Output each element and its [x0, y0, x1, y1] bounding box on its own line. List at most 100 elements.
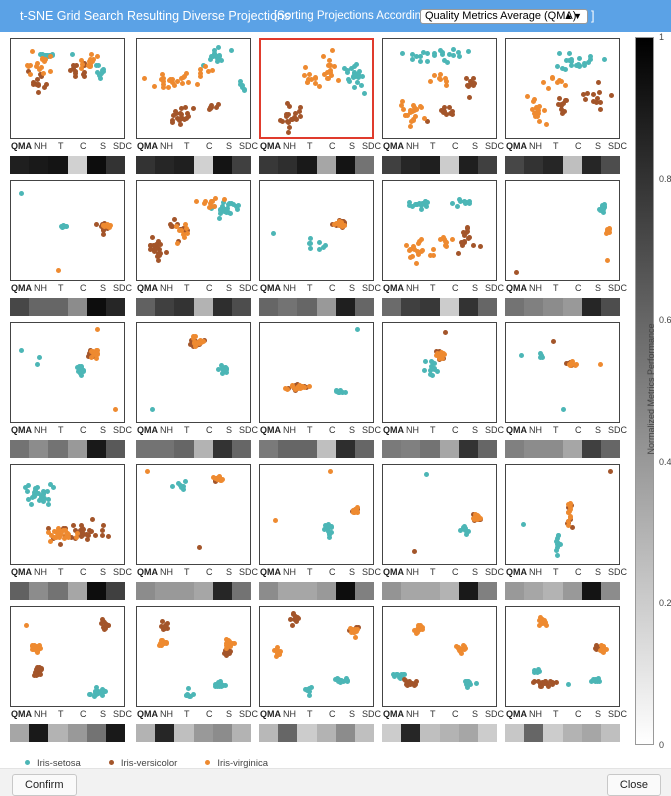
projection-cell[interactable]: QMA NH T C S SDC	[259, 322, 381, 459]
metric-swatches	[136, 582, 252, 600]
projection-scatter-plot[interactable]	[505, 464, 620, 565]
projection-cell[interactable]: QMA NH T C S SDC	[382, 180, 504, 317]
metric-label: S	[100, 283, 107, 293]
data-point	[175, 240, 181, 246]
metric-select[interactable]: Quality Metrics Average (QMA) ▲▼	[420, 9, 588, 24]
data-point	[41, 489, 47, 495]
projection-scatter-plot[interactable]	[10, 464, 125, 565]
data-point	[182, 74, 188, 80]
data-point	[78, 365, 84, 371]
projection-cell[interactable]: QMA NH T C S SDC	[382, 464, 504, 601]
projection-cell[interactable]: QMA NH T C S SDC	[259, 180, 381, 317]
data-point	[428, 367, 434, 373]
metric-label: S	[595, 141, 602, 151]
metric-swatch	[278, 582, 298, 600]
data-point	[219, 365, 225, 371]
projection-scatter-plot[interactable]	[259, 180, 374, 281]
projection-cell[interactable]: QMA NH T C S SDC	[136, 180, 258, 317]
data-point	[546, 684, 552, 690]
data-point	[588, 53, 594, 59]
metric-label: S	[472, 141, 479, 151]
data-point	[432, 361, 438, 367]
metric-swatch	[259, 440, 279, 458]
data-point	[66, 534, 72, 540]
data-point	[563, 58, 569, 64]
projection-scatter-plot[interactable]	[505, 322, 620, 423]
projection-cell[interactable]: QMA NH T C S SDC	[10, 38, 132, 175]
projection-cell[interactable]: QMA NH T C S SDC	[259, 38, 381, 175]
data-point	[440, 235, 446, 241]
close-button[interactable]: Close	[606, 774, 661, 796]
projection-scatter-plot[interactable]	[382, 180, 497, 281]
data-point	[341, 220, 347, 226]
metric-label: S	[349, 283, 356, 293]
projection-scatter-plot[interactable]	[136, 464, 251, 565]
metric-swatch	[29, 440, 49, 458]
data-point	[37, 671, 43, 677]
colorbar-tick: 0	[659, 740, 665, 750]
data-point	[32, 669, 38, 675]
metric-swatch	[477, 440, 498, 458]
projection-scatter-plot[interactable]	[136, 38, 251, 139]
projection-scatter-plot[interactable]	[382, 606, 497, 707]
projection-scatter-plot[interactable]	[259, 38, 374, 139]
projection-cell[interactable]: QMA NH T C S SDC	[136, 606, 258, 743]
projection-scatter-plot[interactable]	[505, 606, 620, 707]
projection-cell[interactable]: QMA NH T C S SDC	[10, 464, 132, 601]
projection-cell[interactable]: QMA NH T C S SDC	[505, 322, 627, 459]
data-point	[567, 57, 573, 63]
data-point	[531, 111, 537, 117]
projection-scatter-plot[interactable]	[136, 322, 251, 423]
projection-cell[interactable]: QMA NH T C S SDC	[505, 464, 627, 601]
data-point	[308, 246, 314, 252]
projection-cell[interactable]: QMA NH T C S SDC	[259, 606, 381, 743]
projection-scatter-plot[interactable]	[259, 606, 374, 707]
metric-label: QMA	[260, 283, 281, 293]
metric-swatch	[193, 582, 213, 600]
legend-label: Iris-setosa	[37, 758, 81, 769]
projection-scatter-plot[interactable]	[136, 180, 251, 281]
projection-scatter-plot[interactable]	[10, 180, 125, 281]
metric-swatch	[477, 724, 498, 742]
projection-scatter-plot[interactable]	[382, 38, 497, 139]
data-point	[277, 118, 283, 124]
projection-cell[interactable]: QMA NH T C S SDC	[136, 464, 258, 601]
projection-cell[interactable]: QMA NH T C S SDC	[10, 606, 132, 743]
data-point	[152, 248, 158, 254]
metric-swatches	[136, 298, 252, 316]
confirm-button[interactable]: Confirm	[12, 774, 77, 796]
projection-scatter-plot[interactable]	[10, 322, 125, 423]
colorbar	[635, 37, 654, 745]
projection-scatter-plot[interactable]	[505, 38, 620, 139]
data-point	[441, 57, 447, 63]
projection-cell[interactable]: QMA NH T C S SDC	[136, 38, 258, 175]
data-point	[46, 525, 52, 531]
projection-cell[interactable]: QMA NH T C S SDC	[382, 606, 504, 743]
projection-cell[interactable]: QMA NH T C S SDC	[505, 180, 627, 317]
projection-cell[interactable]: QMA NH T C S SDC	[259, 464, 381, 601]
projection-cell[interactable]: QMA NH T C S SDC	[505, 606, 627, 743]
projection-scatter-plot[interactable]	[10, 606, 125, 707]
projection-scatter-plot[interactable]	[505, 180, 620, 281]
data-point	[88, 528, 94, 534]
projection-scatter-plot[interactable]	[136, 606, 251, 707]
projections-panel: QMA NH T C S SDC QMA NH T C S SDC QMA NH T C S SDC QMA NH T C…	[0, 32, 671, 796]
projection-scatter-plot[interactable]	[259, 322, 374, 423]
projection-scatter-plot[interactable]	[10, 38, 125, 139]
metric-labels: QMA NH T C S SDC	[505, 283, 627, 295]
projection-scatter-plot[interactable]	[259, 464, 374, 565]
metric-label: NH	[160, 567, 173, 577]
data-point	[294, 384, 300, 390]
projection-cell[interactable]: QMA NH T C S SDC	[136, 322, 258, 459]
projection-cell[interactable]: QMA NH T C S SDC	[505, 38, 627, 175]
data-point	[213, 196, 219, 202]
projection-cell[interactable]: QMA NH T C S SDC	[10, 180, 132, 317]
projection-cell[interactable]: QMA NH T C S SDC	[10, 322, 132, 459]
projection-cell[interactable]: QMA NH T C S SDC	[382, 322, 504, 459]
projection-cell[interactable]: QMA NH T C S SDC	[382, 38, 504, 175]
data-point	[79, 66, 85, 72]
projection-scatter-plot[interactable]	[382, 322, 497, 423]
data-point	[354, 79, 360, 85]
data-point	[209, 199, 215, 205]
projection-scatter-plot[interactable]	[382, 464, 497, 565]
